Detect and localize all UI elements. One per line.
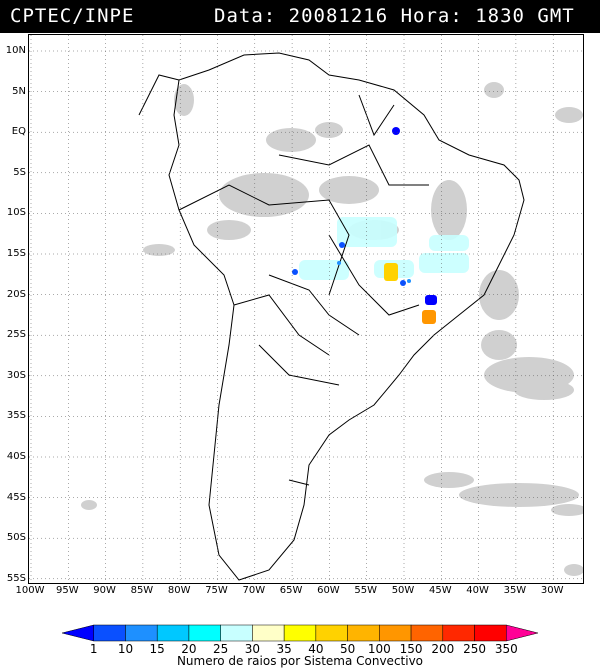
legend-swatch-9 [347, 624, 380, 642]
lon-label-100W: 100W [15, 585, 45, 596]
lat-label-50S: 50S [6, 532, 26, 544]
legend-swatch-6 [252, 624, 285, 642]
legend-bar [61, 624, 539, 642]
legend-swatch-7 [283, 624, 317, 642]
legend-swatch-1 [93, 624, 126, 642]
marker-6 [400, 280, 406, 286]
cloud-cover [81, 82, 583, 576]
lon-label-75W: 75W [205, 585, 228, 596]
lon-label-90W: 90W [93, 585, 116, 596]
legend-caption: Numero de raios por Sistema Convectivo [176, 654, 424, 668]
legend-value-350: 350 [494, 642, 518, 656]
legend-swatch-2 [125, 624, 158, 642]
legend-value-50: 50 [339, 642, 356, 656]
marker-3 [292, 269, 298, 275]
marker-5 [384, 263, 398, 281]
legend-value-200: 200 [431, 642, 455, 656]
legend-value-30: 30 [244, 642, 261, 656]
legend-swatch-13 [474, 624, 507, 642]
legend-value-40: 40 [308, 642, 324, 656]
lon-label-55W: 55W [354, 585, 377, 596]
legend-value-250: 250 [463, 642, 486, 656]
legend-swatch-8 [315, 624, 348, 642]
lon-label-85W: 85W [130, 585, 154, 596]
lat-label-10S: 10S [6, 207, 26, 219]
lat-label-5N: 5N [12, 85, 26, 97]
datetime-label: Data: 20081216 Hora: 1830 GMT [214, 5, 575, 27]
lat-label-10N: 10N [5, 45, 26, 56]
lat-label-EQ: EQ [11, 126, 26, 138]
legend-swatch-12 [442, 624, 475, 642]
coastlines [138, 52, 525, 581]
lon-label-50W: 50W [391, 585, 415, 596]
map-panel [28, 34, 584, 584]
legend-value-15: 15 [149, 642, 165, 656]
source-label: CPTEC/INPE [10, 5, 135, 27]
lon-label-45W: 45W [428, 585, 452, 596]
marker-1 [392, 127, 400, 135]
marker-2 [339, 242, 345, 248]
legend-swatch-5 [220, 624, 253, 642]
legend-value-150: 150 [399, 642, 423, 656]
legend-value-1: 1 [89, 642, 98, 656]
legend-value-10: 10 [117, 642, 134, 656]
legend-value-20: 20 [181, 642, 197, 656]
legend-swatch-11 [410, 624, 444, 642]
legend-swatch-14 [506, 624, 539, 642]
marker-9 [407, 279, 411, 283]
lon-label-95W: 95W [55, 585, 79, 596]
lon-label-35W: 35W [503, 585, 527, 596]
lat-label-40S: 40S [6, 451, 26, 462]
marker-4 [337, 261, 341, 265]
lat-label-30S: 30S [6, 369, 26, 381]
lat-label-25S: 25S [6, 329, 26, 341]
lon-label-65W: 65W [279, 585, 303, 596]
lat-label-15S: 15S [6, 248, 26, 259]
lon-label-60W: 60W [317, 585, 340, 596]
lon-label-80W: 80W [167, 585, 191, 596]
title-bar: CPTEC/INPE Data: 20081216 Hora: 1830 GMT [0, 0, 600, 33]
lat-label-20S: 20S [6, 288, 26, 300]
lat-label-55S: 55S [6, 572, 26, 584]
legend-swatch-4 [188, 624, 221, 642]
lightning-markers [292, 127, 437, 324]
map-canvas [29, 35, 583, 583]
lon-label-70W: 70W [242, 585, 266, 596]
legend-swatch-0 [61, 624, 94, 642]
legend-value-35: 35 [276, 642, 292, 656]
grid [29, 35, 583, 583]
marker-7 [425, 295, 437, 305]
lat-label-45S: 45S [6, 491, 26, 503]
legend-value-25: 25 [213, 642, 229, 656]
legend-swatch-10 [379, 624, 412, 642]
lon-label-40W: 40W [466, 585, 489, 596]
lon-label-30W: 30W [540, 585, 564, 596]
legend-swatch-3 [156, 624, 190, 642]
marker-8 [422, 310, 436, 324]
lat-label-35S: 35S [6, 410, 26, 422]
legend-value-100: 100 [367, 642, 391, 656]
lat-label-5S: 5S [13, 166, 26, 178]
